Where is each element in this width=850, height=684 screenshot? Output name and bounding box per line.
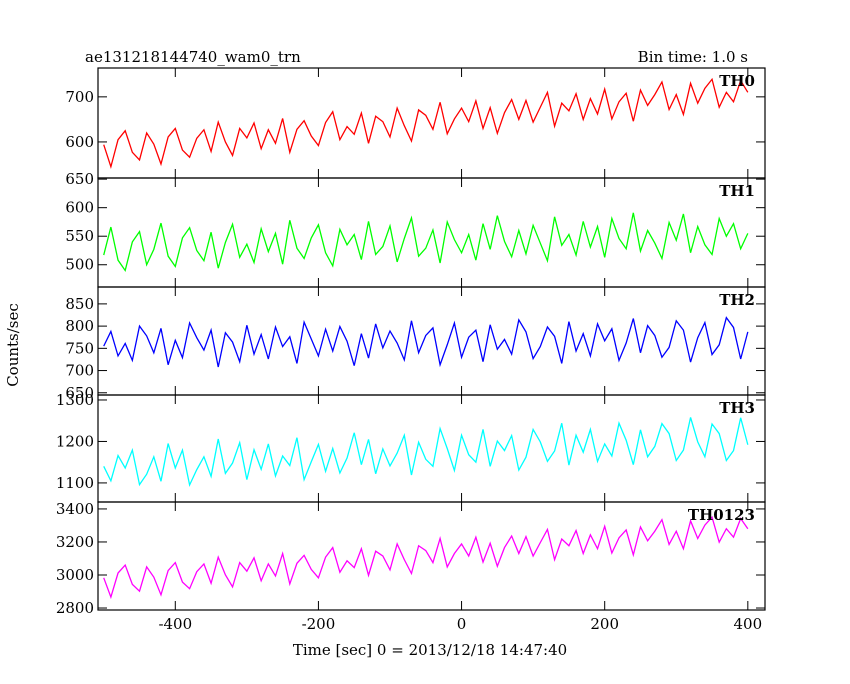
y-tick-label: 3200 xyxy=(56,533,94,551)
y-axis-label: Counts/sec xyxy=(4,303,22,387)
y-tick-label: 550 xyxy=(65,227,94,245)
axis xyxy=(97,67,766,179)
y-tick-label: 2800 xyxy=(56,599,94,617)
panel-label: TH2 xyxy=(719,291,755,309)
panel-label: TH1 xyxy=(719,182,755,200)
y-tick-label: 500 xyxy=(65,256,94,274)
light-curve xyxy=(103,212,749,272)
panel-label: TH0 xyxy=(719,72,755,90)
panel-frame xyxy=(97,501,766,611)
y-tick-label: 3400 xyxy=(56,500,94,518)
y-tick-label: 650 xyxy=(65,384,94,402)
x-tick-label: 400 xyxy=(734,615,763,633)
y-tick-label: 800 xyxy=(65,317,94,335)
y-tick-label: 700 xyxy=(65,88,94,106)
y-tick-label: 850 xyxy=(65,295,94,313)
x-tick-label: -400 xyxy=(158,615,192,633)
panel-frame xyxy=(97,67,766,179)
panel-label: TH3 xyxy=(719,399,755,417)
light-curve xyxy=(103,417,749,488)
y-tick-label: 1100 xyxy=(56,474,94,492)
y-tick-label: 1300 xyxy=(56,391,94,409)
y-tick-label: 1200 xyxy=(56,432,94,450)
x-tick-label: 200 xyxy=(590,615,619,633)
y-tick-label: 650 xyxy=(65,170,94,188)
panel-frame xyxy=(97,394,766,503)
axis xyxy=(97,501,766,611)
y-tick-label: 600 xyxy=(65,199,94,217)
x-tick-label: -200 xyxy=(302,615,336,633)
light-curve xyxy=(103,77,749,170)
panel-label: TH0123 xyxy=(688,506,755,524)
x-axis-label: Time [sec] 0 = 2013/12/18 14:47:40 xyxy=(293,641,567,659)
y-tick-label: 750 xyxy=(65,339,94,357)
axis xyxy=(97,394,766,503)
chart-subtitle: Bin time: 1.0 s xyxy=(638,48,748,66)
light-curve xyxy=(103,515,749,600)
y-tick-label: 600 xyxy=(65,133,94,151)
y-tick-label: 3000 xyxy=(56,566,94,584)
chart-title: ae131218144740_wam0_trn xyxy=(85,48,301,66)
light-curve xyxy=(103,316,749,368)
x-tick-label: 0 xyxy=(457,615,467,633)
y-tick-label: 700 xyxy=(65,362,94,380)
